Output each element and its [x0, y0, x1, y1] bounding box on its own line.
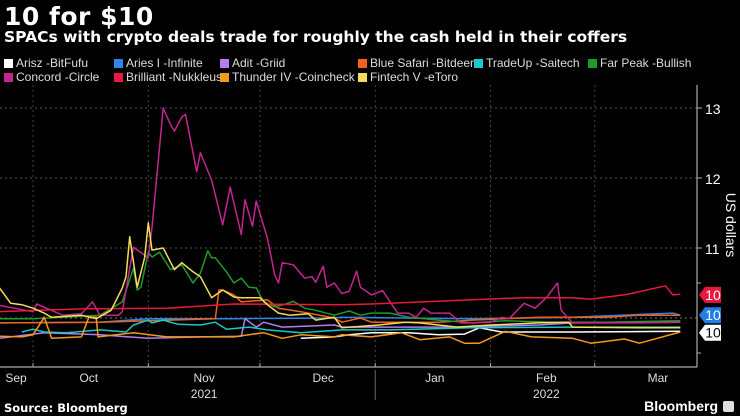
series-line-concord-circle — [0, 107, 681, 324]
end-value-label: 10 — [705, 287, 721, 303]
legend-label: Fintech V -eToro — [370, 70, 459, 84]
x-tick-label: Oct — [79, 371, 98, 385]
bloomberg-logo: Bloomberg — [644, 398, 718, 414]
series-line-adit-griid — [0, 317, 681, 340]
legend-swatch — [4, 72, 13, 82]
legend-label: Thunder IV -Coincheck — [232, 70, 355, 84]
legend-swatch — [220, 58, 229, 68]
y-tick-label: 12 — [705, 171, 721, 187]
x-tick-label: Feb — [536, 371, 557, 385]
legend-item: Far Peak -Bullish — [588, 56, 691, 70]
series-line-aries-i-infinite — [0, 312, 681, 324]
legend-item: Thunder IV -Coincheck — [220, 70, 355, 84]
legend-label: Blue Safari -Bitdeer — [370, 56, 475, 70]
series-line-brilliant-nukkleus — [0, 285, 681, 313]
legend-label: Arisz -BitFufu — [16, 56, 89, 70]
x-tick-label: Sep — [5, 371, 27, 385]
legend-item: Fintech V -eToro — [358, 70, 458, 84]
legend-label: Concord -Circle — [16, 70, 100, 84]
legend-swatch — [358, 58, 367, 68]
y-axis-label: US dollars — [723, 193, 739, 258]
series-line-thunder-iv-coincheck — [0, 316, 681, 344]
x-tick-label: Nov — [193, 371, 214, 385]
legend-swatch — [4, 58, 13, 68]
legend-item: Arisz -BitFufu — [4, 56, 88, 70]
legend-swatch — [220, 72, 229, 82]
legend-label: Brilliant -Nukkleus — [126, 70, 223, 84]
legend-item: Brilliant -Nukkleus — [114, 70, 222, 84]
series-line-blue-safari-bitdeer — [0, 289, 681, 324]
bloomberg-chart-icon — [723, 401, 734, 412]
legend-item: TradeUp -Saitech — [474, 56, 580, 70]
legend-swatch — [588, 58, 597, 68]
end-value-tag — [699, 307, 721, 324]
legend-swatch — [114, 58, 123, 68]
year-label: 2021 — [191, 387, 218, 401]
legend-swatch — [114, 72, 123, 82]
legend-item: Blue Safari -Bitdeer — [358, 56, 474, 70]
legend-label: Far Peak -Bullish — [600, 56, 692, 70]
chart-title: 10 for $10 — [4, 2, 154, 31]
end-value-label: 10 — [705, 307, 721, 323]
legend-label: Adit -Griid — [232, 56, 286, 70]
y-tick-label: 11 — [705, 241, 720, 257]
x-tick-label: Dec — [312, 371, 333, 385]
end-value-tag — [699, 324, 721, 341]
legend-swatch — [474, 58, 483, 68]
end-value-tag — [699, 286, 721, 303]
series-line-far-peak-bullish — [0, 250, 681, 324]
y-tick-label: 13 — [705, 101, 721, 117]
year-label: 2022 — [533, 387, 560, 401]
legend-item: Concord -Circle — [4, 70, 99, 84]
x-tick-label: Mar — [648, 371, 669, 385]
legend-label: TradeUp -Saitech — [486, 56, 580, 70]
source-note: Source: Bloomberg — [4, 401, 128, 415]
chart-subtitle: SPACs with crypto deals trade for roughl… — [4, 28, 628, 46]
legend-swatch — [358, 72, 367, 82]
legend-item: Adit -Griid — [220, 56, 285, 70]
legend-item: Aries I -Infinite — [114, 56, 203, 70]
end-value-label: 10 — [705, 325, 721, 341]
x-tick-label: Jan — [425, 371, 444, 385]
legend-label: Aries I -Infinite — [126, 56, 203, 70]
series-line-fintech-v-etoro — [0, 222, 681, 329]
